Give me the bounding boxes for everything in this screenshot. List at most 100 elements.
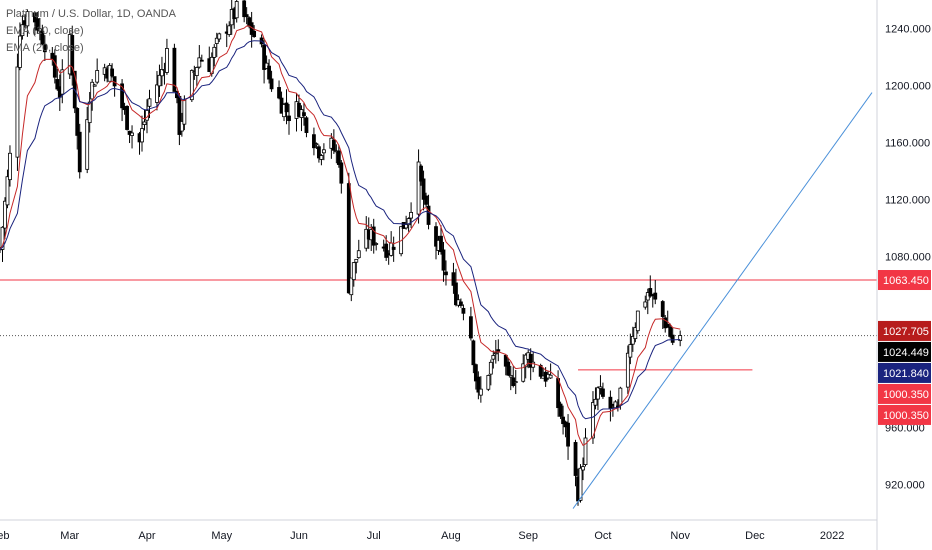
price-label-text: 1000.350 xyxy=(883,389,929,401)
candle xyxy=(331,129,336,154)
candle xyxy=(125,105,129,131)
candle-body xyxy=(312,134,316,149)
candle xyxy=(299,105,304,132)
candles xyxy=(0,0,683,506)
candle-body xyxy=(157,74,162,87)
candle xyxy=(670,327,675,346)
candle-body xyxy=(486,375,491,390)
candle xyxy=(451,262,456,294)
time-axis[interactable]: Feb Mar Apr May Jun Jul Aug Sep Oct Nov Dec 2022 xyxy=(0,519,877,542)
candle-body xyxy=(70,35,75,76)
candle xyxy=(630,326,635,352)
candle xyxy=(70,25,75,86)
candle-body xyxy=(678,335,683,341)
price-label: 1024.449 xyxy=(878,341,931,362)
time-tick-label: Feb xyxy=(0,530,9,542)
candle xyxy=(92,83,97,87)
candle xyxy=(140,115,144,152)
candle-body xyxy=(339,162,344,184)
candle-body xyxy=(643,301,648,308)
candle-body xyxy=(95,70,100,83)
candle xyxy=(478,376,483,403)
candle-body xyxy=(194,67,199,76)
candle-body xyxy=(267,65,271,80)
candle xyxy=(336,144,341,168)
candle-body xyxy=(598,386,603,389)
candle-body xyxy=(416,161,421,215)
price-axis[interactable]: 920.000 960.000 1080.000 1120.000 1160.000 12… xyxy=(876,0,931,550)
ema20-line xyxy=(0,40,681,420)
candle xyxy=(197,45,202,69)
candle-body xyxy=(444,271,448,276)
candle-body xyxy=(663,317,668,329)
legend-ema10[interactable]: EMA (10, close) xyxy=(6,25,84,37)
candle-body xyxy=(419,165,423,182)
candle-body xyxy=(581,466,585,471)
time-tick-label: 2022 xyxy=(820,530,844,542)
candle-body xyxy=(3,200,7,229)
candle-body xyxy=(227,25,232,35)
candle xyxy=(389,231,394,257)
candle-body xyxy=(421,178,426,200)
candle xyxy=(179,112,184,137)
candle-body xyxy=(317,146,321,159)
candle xyxy=(434,222,438,260)
candle xyxy=(15,53,20,171)
candle-body xyxy=(160,69,164,77)
candle-body xyxy=(18,35,22,68)
candle xyxy=(635,310,640,334)
legend-symbol[interactable]: Platinum / U.S. Dollar, 1D, OANDA xyxy=(6,8,176,20)
candle-body xyxy=(302,112,306,117)
time-tick-label: Mar xyxy=(60,530,79,542)
candle-body xyxy=(140,128,144,143)
trendline-line[interactable] xyxy=(572,92,873,509)
candle xyxy=(120,79,124,122)
legend-ema20[interactable]: EMA (20, close) xyxy=(6,42,84,54)
candle xyxy=(406,217,411,232)
candle xyxy=(633,322,638,343)
candle xyxy=(459,298,463,308)
candle xyxy=(391,236,396,262)
candle-body xyxy=(426,205,431,225)
time-tick-label: May xyxy=(211,530,232,542)
candle xyxy=(312,127,316,156)
candle xyxy=(593,387,598,410)
candle-body xyxy=(635,310,640,332)
candle xyxy=(5,169,10,209)
candle-body xyxy=(424,195,428,205)
candle xyxy=(486,374,491,392)
candle xyxy=(598,375,603,395)
candle-body xyxy=(496,349,501,352)
candle xyxy=(663,315,668,333)
candle xyxy=(244,7,249,25)
candle xyxy=(252,25,257,38)
candle-body xyxy=(349,277,354,296)
candle-body xyxy=(217,33,222,40)
candle-body xyxy=(468,316,473,339)
candle xyxy=(25,9,30,37)
candle xyxy=(351,262,356,287)
candle-body xyxy=(668,326,673,337)
candle-body xyxy=(189,70,194,101)
trendline[interactable] xyxy=(572,92,873,509)
candle xyxy=(643,295,648,310)
candle-body xyxy=(110,68,115,77)
candle-body xyxy=(92,84,97,87)
candle-body xyxy=(55,79,60,90)
candle xyxy=(596,386,600,411)
candle-body xyxy=(593,398,598,406)
candle-body xyxy=(409,212,413,219)
candle-body xyxy=(356,250,361,259)
candle-body xyxy=(513,381,518,384)
price-label: 1000.350 xyxy=(878,383,931,404)
candle-body xyxy=(155,84,159,103)
candle xyxy=(581,457,585,481)
candle xyxy=(561,405,565,435)
candle xyxy=(199,54,204,62)
candle-body xyxy=(665,323,670,328)
candle xyxy=(349,277,354,302)
legend: Platinum / U.S. Dollar, 1D, OANDA EMA (1… xyxy=(6,6,176,57)
candle-body xyxy=(314,143,319,146)
candle xyxy=(346,172,351,294)
